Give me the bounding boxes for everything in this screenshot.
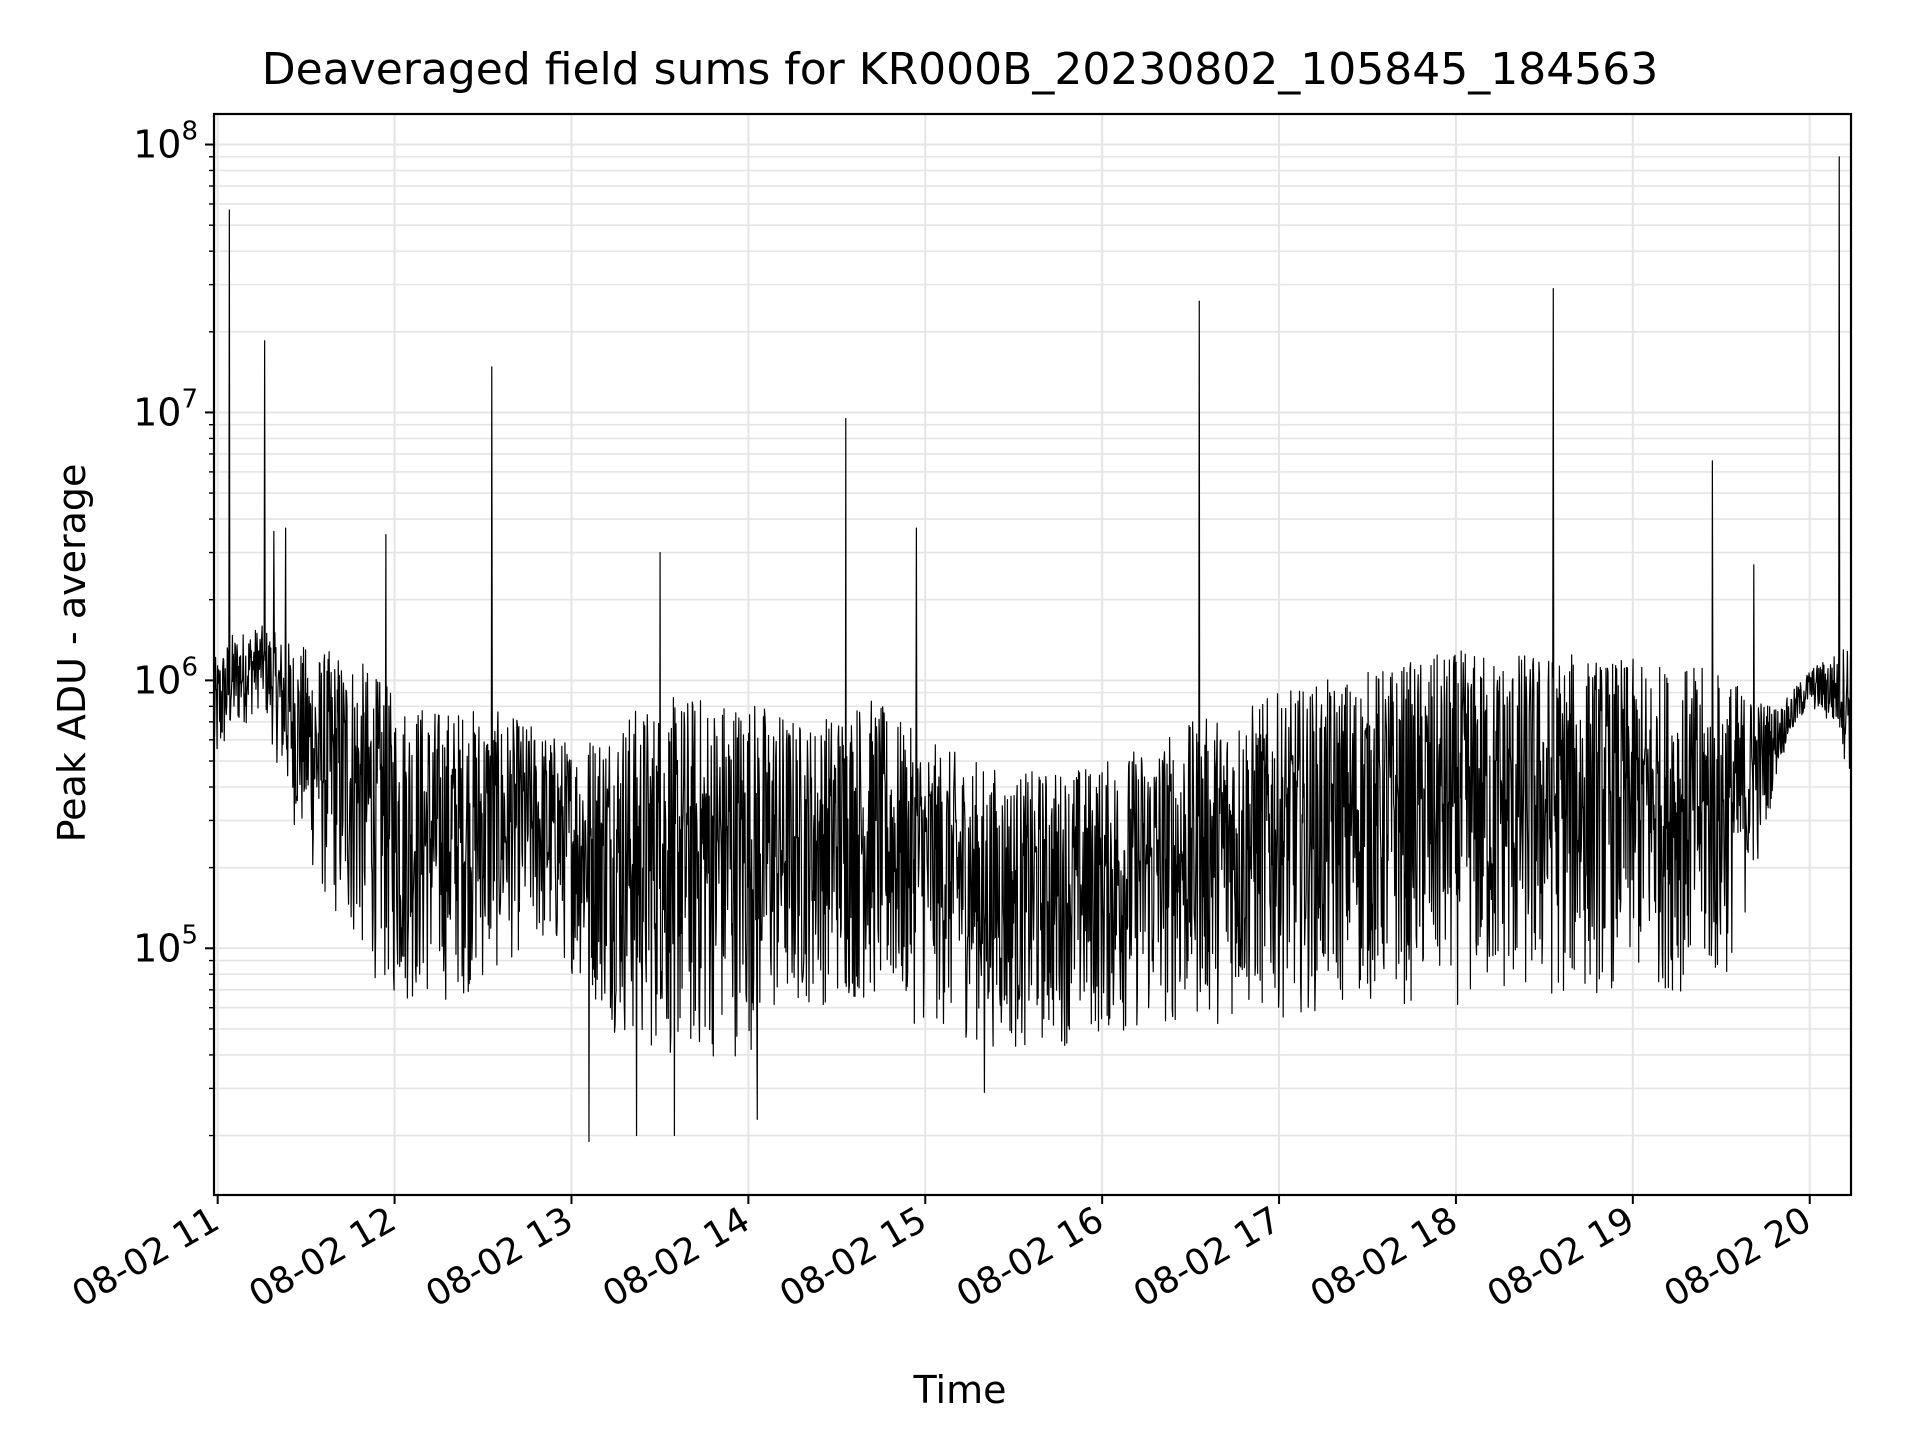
y-tick-label: 107 [133,384,198,434]
chart-title: Deaveraged field sums for KR000B_2023080… [261,44,1659,95]
x-tick-label: 08-02 17 [1127,1199,1288,1315]
x-tick-label: 08-02 19 [1481,1199,1642,1315]
x-tick-label: 08-02 11 [66,1199,227,1315]
x-tick-label: 08-02 16 [950,1199,1111,1315]
y-tick-label: 105 [133,920,198,970]
x-tick-label: 08-02 20 [1658,1199,1819,1315]
y-axis-ticks: 105 106 107 108 [133,117,214,1137]
y-tick-label: 108 [133,117,198,167]
x-tick-label: 08-02 18 [1304,1199,1465,1315]
x-tick-label: 08-02 14 [596,1199,757,1315]
series-line [213,156,1852,1143]
x-axis-ticks: 08-02 11 08-02 12 08-02 13 08-02 14 08-02 15… [66,1195,1819,1316]
x-tick-label: 08-02 13 [419,1199,580,1315]
plot-frame [212,112,1853,1197]
y-tick-label: 106 [133,652,198,702]
x-axis-label: Time [913,1368,1007,1412]
grid-lines [214,114,1851,1195]
series-path [213,156,1852,1143]
y-axis-label: Peak ADU - average [50,463,94,843]
x-tick-label: 08-02 12 [242,1199,403,1315]
x-tick-label: 08-02 15 [773,1199,934,1315]
